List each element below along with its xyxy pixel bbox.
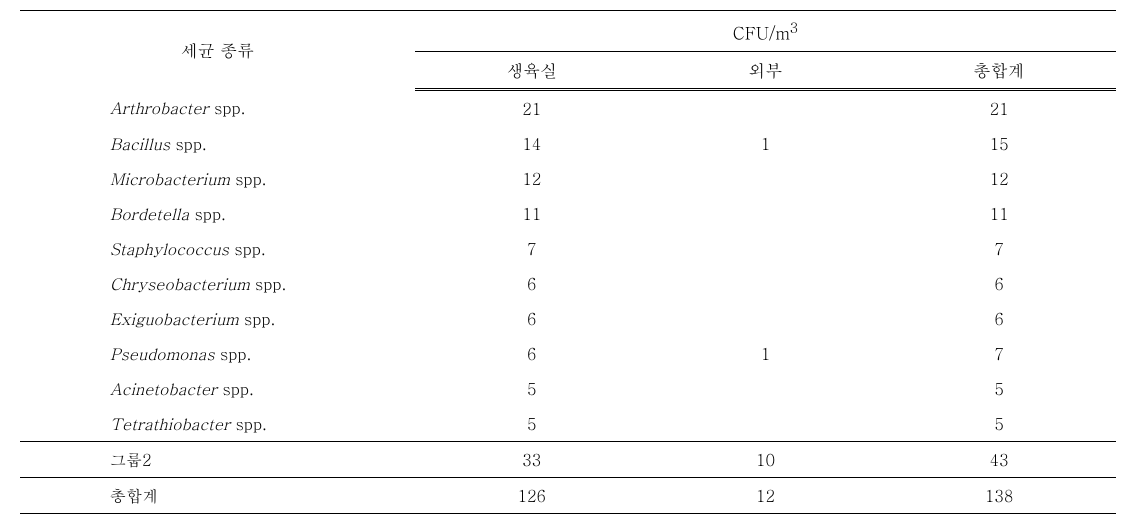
species-genus: Arthrobacter bbox=[110, 96, 209, 119]
value-cell: 12 bbox=[882, 161, 1116, 196]
value-cell: 7 bbox=[882, 231, 1116, 266]
value-cell: 126 bbox=[415, 477, 649, 513]
species-suffix: spp. bbox=[217, 377, 254, 400]
value-cell: 7 bbox=[415, 231, 649, 266]
value-cell: 12 bbox=[649, 477, 883, 513]
value-cell: 5 bbox=[415, 371, 649, 406]
table-row: Acinetobacter spp.55 bbox=[20, 371, 1116, 406]
species-genus: Chryseobacterium bbox=[110, 272, 250, 295]
species-cell: Acinetobacter spp. bbox=[20, 371, 415, 406]
value-cell: 6 bbox=[415, 266, 649, 301]
species-cell: Arthrobacter spp. bbox=[20, 89, 415, 126]
table-body: Arthrobacter spp.2121Bacillus spp.14115M… bbox=[20, 89, 1116, 513]
table-row: Staphylococcus spp.77 bbox=[20, 231, 1116, 266]
species-genus: Acinetobacter bbox=[110, 377, 217, 400]
value-cell: 5 bbox=[415, 406, 649, 442]
subtotal-row: 그룹2331043 bbox=[20, 441, 1116, 477]
value-cell: 138 bbox=[882, 477, 1116, 513]
species-genus: Staphylococcus bbox=[110, 237, 229, 260]
value-cell: 14 bbox=[415, 126, 649, 161]
value-cell: 6 bbox=[882, 301, 1116, 336]
table-row: Pseudomonas spp.617 bbox=[20, 336, 1116, 371]
header-col-growth: 생육실 bbox=[415, 51, 649, 89]
species-cell: Staphylococcus spp. bbox=[20, 231, 415, 266]
header-col-total: 총합계 bbox=[882, 51, 1116, 89]
value-cell: 12 bbox=[415, 161, 649, 196]
species-cell: Chryseobacterium spp. bbox=[20, 266, 415, 301]
table-row: Microbacterium spp.1212 bbox=[20, 161, 1116, 196]
species-cell: Tetrathiobacter spp. bbox=[20, 406, 415, 442]
value-cell bbox=[649, 301, 883, 336]
header-species: 세균 종류 bbox=[20, 11, 415, 90]
value-cell bbox=[649, 406, 883, 442]
table-row: Exiguobacterium spp.66 bbox=[20, 301, 1116, 336]
value-cell: 6 bbox=[415, 336, 649, 371]
header-col-outside: 외부 bbox=[649, 51, 883, 89]
value-cell bbox=[649, 266, 883, 301]
species-genus: Bordetella bbox=[110, 202, 189, 225]
species-suffix: spp. bbox=[250, 272, 287, 295]
value-cell: 7 bbox=[882, 336, 1116, 371]
value-cell: 11 bbox=[415, 196, 649, 231]
header-cfu-text: CFU/m bbox=[733, 21, 790, 45]
table-row: Chryseobacterium spp.66 bbox=[20, 266, 1116, 301]
value-cell: 21 bbox=[882, 89, 1116, 126]
value-cell: 5 bbox=[882, 371, 1116, 406]
value-cell bbox=[649, 231, 883, 266]
species-suffix: spp. bbox=[230, 412, 267, 435]
subtotal-label: 그룹2 bbox=[20, 441, 415, 477]
species-genus: Microbacterium bbox=[110, 167, 230, 190]
species-cell: Pseudomonas spp. bbox=[20, 336, 415, 371]
value-cell: 10 bbox=[649, 441, 883, 477]
value-cell: 15 bbox=[882, 126, 1116, 161]
value-cell bbox=[649, 161, 883, 196]
table-row: Bacillus spp.14115 bbox=[20, 126, 1116, 161]
value-cell: 6 bbox=[882, 266, 1116, 301]
header-cfu: CFU/m3 bbox=[415, 11, 1116, 52]
species-cell: Exiguobacterium spp. bbox=[20, 301, 415, 336]
bacteria-cfu-table: 세균 종류 CFU/m3 생육실 외부 총합계 Arthrobacter spp… bbox=[20, 10, 1116, 514]
species-genus: Bacillus bbox=[110, 132, 170, 155]
species-cell: Microbacterium spp. bbox=[20, 161, 415, 196]
species-suffix: spp. bbox=[189, 202, 226, 225]
species-suffix: spp. bbox=[209, 96, 246, 119]
species-cell: Bordetella spp. bbox=[20, 196, 415, 231]
header-cfu-sup: 3 bbox=[790, 17, 798, 37]
species-suffix: spp. bbox=[229, 237, 266, 260]
value-cell: 6 bbox=[415, 301, 649, 336]
species-genus: Exiguobacterium bbox=[110, 307, 239, 330]
table-row: Bordetella spp.1111 bbox=[20, 196, 1116, 231]
value-cell: 21 bbox=[415, 89, 649, 126]
species-genus: Pseudomonas bbox=[110, 342, 215, 365]
value-cell bbox=[649, 371, 883, 406]
value-cell bbox=[649, 89, 883, 126]
species-suffix: spp. bbox=[230, 167, 267, 190]
species-suffix: spp. bbox=[170, 132, 207, 155]
value-cell: 33 bbox=[415, 441, 649, 477]
value-cell: 1 bbox=[649, 336, 883, 371]
total-row: 총합계12612138 bbox=[20, 477, 1116, 513]
value-cell bbox=[649, 196, 883, 231]
species-suffix: spp. bbox=[215, 342, 252, 365]
table-row: Arthrobacter spp.2121 bbox=[20, 89, 1116, 126]
value-cell: 5 bbox=[882, 406, 1116, 442]
value-cell: 1 bbox=[649, 126, 883, 161]
value-cell: 11 bbox=[882, 196, 1116, 231]
species-genus: Tetrathiobacter bbox=[110, 412, 230, 435]
value-cell: 43 bbox=[882, 441, 1116, 477]
species-suffix: spp. bbox=[239, 307, 276, 330]
total-label: 총합계 bbox=[20, 477, 415, 513]
species-cell: Bacillus spp. bbox=[20, 126, 415, 161]
table-row: Tetrathiobacter spp.55 bbox=[20, 406, 1116, 442]
